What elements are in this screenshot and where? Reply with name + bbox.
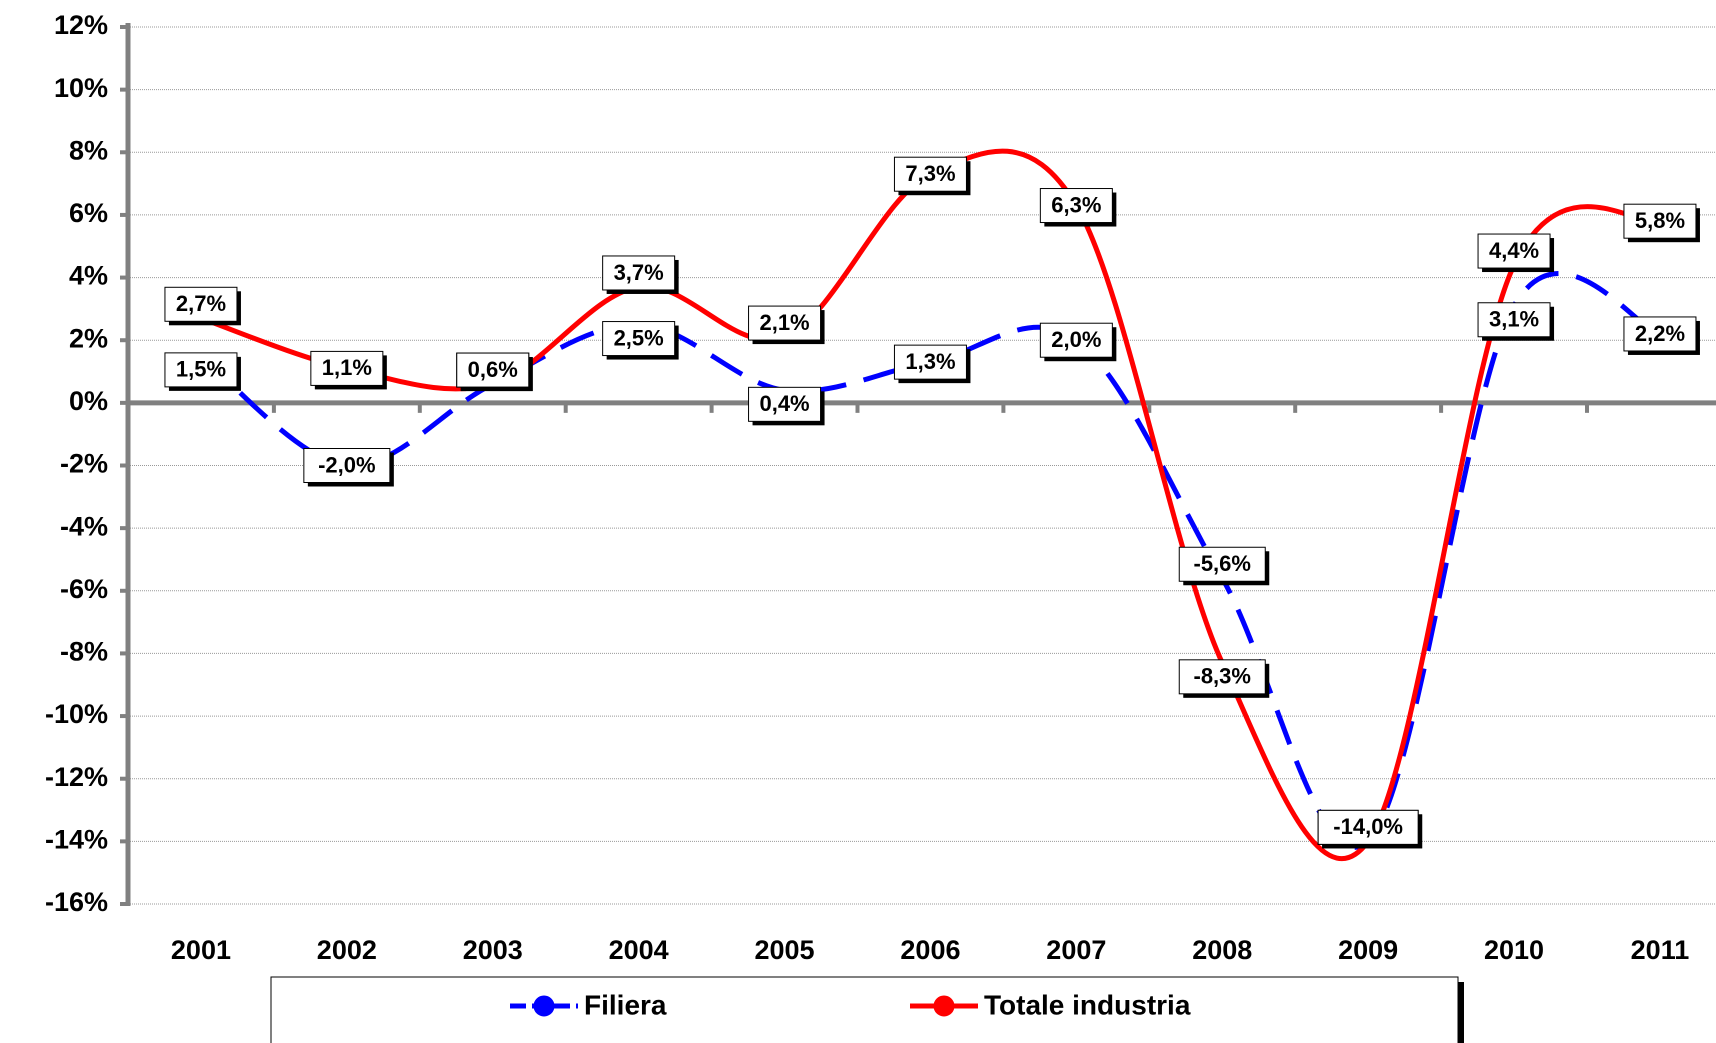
label-box bbox=[1178, 546, 1266, 582]
data-label: 4,4% bbox=[1477, 233, 1555, 273]
label-box bbox=[893, 344, 967, 380]
y-tick-label: 10% bbox=[54, 73, 108, 103]
label-box bbox=[310, 350, 384, 386]
data-label-text: 2,1% bbox=[759, 310, 809, 335]
data-label: 2,7% bbox=[164, 286, 241, 326]
x-tick-label: 2009 bbox=[1338, 935, 1398, 965]
label-box bbox=[602, 255, 676, 291]
data-label: 1,5% bbox=[164, 352, 241, 391]
label-box bbox=[1477, 233, 1551, 269]
x-tick-label: 2004 bbox=[609, 935, 669, 965]
y-tick-label: 2% bbox=[69, 323, 108, 353]
label-box bbox=[1178, 659, 1266, 695]
data-label: -8,3% bbox=[1178, 659, 1270, 698]
legend-marker bbox=[533, 995, 555, 1017]
y-tick-label: 4% bbox=[69, 261, 108, 291]
x-tick-label: 2005 bbox=[755, 935, 815, 965]
y-tick-label: -6% bbox=[60, 574, 108, 604]
data-label-text: 2,2% bbox=[1635, 321, 1685, 346]
label-box bbox=[1317, 809, 1419, 845]
data-label-text: 2,5% bbox=[614, 325, 664, 350]
label-box bbox=[456, 352, 530, 388]
label-box bbox=[893, 156, 967, 192]
data-label-text: 2,0% bbox=[1051, 327, 1101, 352]
x-tick-label: 2010 bbox=[1484, 935, 1544, 965]
data-label: 0,6% bbox=[456, 352, 533, 392]
data-label: -2,0% bbox=[303, 448, 394, 487]
label-box bbox=[1039, 188, 1113, 224]
data-label: 5,8% bbox=[1623, 203, 1700, 243]
data-label-text: 1,1% bbox=[322, 355, 372, 380]
x-tick-label: 2002 bbox=[317, 935, 377, 965]
y-tick-label: -10% bbox=[45, 699, 108, 729]
x-tick-label: 2006 bbox=[900, 935, 960, 965]
x-tick-label: 2008 bbox=[1192, 935, 1252, 965]
data-label: 2,1% bbox=[748, 305, 825, 345]
data-label-text: 1,3% bbox=[905, 349, 955, 374]
data-label: 7,3% bbox=[893, 156, 971, 196]
y-tick-label: -14% bbox=[45, 824, 108, 854]
y-tick-label: 8% bbox=[69, 135, 108, 165]
data-label-text: 6,3% bbox=[1051, 192, 1101, 217]
x-tick-label: 2011 bbox=[1631, 935, 1690, 965]
data-label-text: 2,7% bbox=[176, 291, 226, 316]
data-label: 0,4% bbox=[748, 386, 825, 426]
data-label: 3,1% bbox=[1477, 302, 1555, 341]
data-label-text: 3,1% bbox=[1489, 307, 1539, 332]
data-label-text: 1,5% bbox=[176, 357, 226, 382]
label-box bbox=[1477, 302, 1551, 338]
legend-label: Totale industria bbox=[984, 989, 1191, 1020]
y-tick-label: 6% bbox=[69, 198, 108, 228]
data-label: 2,0% bbox=[1039, 322, 1117, 362]
data-label-text: 5,8% bbox=[1635, 208, 1685, 233]
x-tick-label: 2001 bbox=[171, 935, 231, 965]
data-label-text: 0,4% bbox=[759, 391, 809, 416]
data-label-text: 7,3% bbox=[905, 161, 955, 186]
legend-marker bbox=[933, 995, 955, 1017]
legend-box bbox=[270, 976, 1459, 1043]
label-box bbox=[748, 386, 822, 422]
label-box bbox=[602, 321, 676, 357]
y-tick-label: -4% bbox=[60, 511, 108, 541]
data-label-text: -5,6% bbox=[1194, 551, 1251, 576]
label-box bbox=[164, 352, 238, 388]
data-label: 3,7% bbox=[602, 255, 679, 294]
y-tick-label: -2% bbox=[60, 449, 108, 479]
label-box bbox=[1623, 316, 1697, 352]
data-label-text: 4,4% bbox=[1489, 238, 1539, 263]
data-label: 2,2% bbox=[1623, 316, 1700, 355]
data-label: -5,6% bbox=[1178, 546, 1270, 586]
label-box bbox=[303, 448, 391, 483]
x-tick-label: 2007 bbox=[1046, 935, 1106, 965]
data-label-text: -8,3% bbox=[1194, 664, 1251, 689]
data-label: 1,1% bbox=[310, 350, 387, 390]
y-tick-label: -8% bbox=[60, 637, 108, 667]
data-label-text: 3,7% bbox=[614, 260, 664, 285]
x-tick-label: 2003 bbox=[463, 935, 523, 965]
y-tick-label: 0% bbox=[69, 386, 108, 416]
label-box bbox=[1623, 203, 1697, 239]
y-tick-label: -16% bbox=[45, 887, 108, 917]
data-label-text: -14,0% bbox=[1333, 814, 1403, 839]
data-label: -14,0% bbox=[1317, 809, 1423, 849]
y-tick-label: -12% bbox=[45, 762, 108, 792]
label-box bbox=[164, 286, 238, 322]
label-box bbox=[748, 305, 822, 341]
series-line bbox=[200, 148, 1661, 861]
y-tick-label: 12% bbox=[54, 10, 108, 40]
data-label-text: 0,6% bbox=[468, 357, 518, 382]
legend-label: Filiera bbox=[584, 989, 667, 1020]
data-label: 2,5% bbox=[602, 321, 679, 360]
label-box bbox=[1039, 322, 1113, 358]
data-label: 1,3% bbox=[893, 344, 971, 384]
data-label-text: -2,0% bbox=[318, 452, 375, 477]
data-label: 6,3% bbox=[1039, 188, 1117, 227]
